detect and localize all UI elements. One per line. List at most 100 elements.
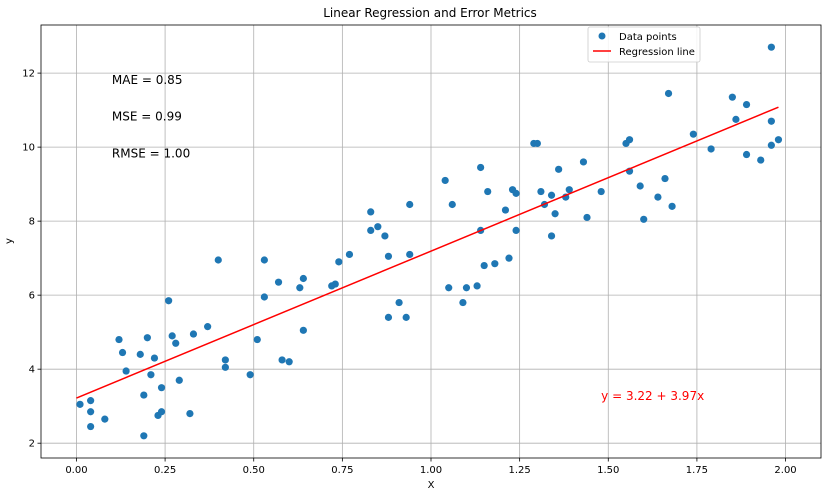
data-point xyxy=(512,226,520,234)
data-point xyxy=(274,278,283,286)
data-point xyxy=(728,93,736,101)
legend-label-regression-line: Regression line xyxy=(619,47,695,58)
data-point xyxy=(512,189,520,197)
data-point xyxy=(381,232,389,240)
data-point xyxy=(285,358,293,366)
data-point xyxy=(175,376,183,384)
data-point xyxy=(189,330,198,338)
annotation-text: MSE = 0.99 xyxy=(112,109,182,123)
data-point xyxy=(732,115,740,123)
data-point xyxy=(367,226,375,234)
data-point xyxy=(757,156,765,164)
data-point xyxy=(147,371,155,379)
x-tick-label: 0.50 xyxy=(243,465,265,476)
annotations: MAE = 0.85 MSE = 0.99 RMSE = 1.00 y = 3.22 … xyxy=(112,73,704,403)
data-point xyxy=(406,250,414,259)
data-point xyxy=(115,335,123,344)
data-point xyxy=(76,400,84,408)
grid-layer xyxy=(41,25,821,458)
x-tick-label: 2.00 xyxy=(774,465,796,476)
data-point xyxy=(214,256,222,264)
data-point xyxy=(462,284,471,292)
data-point xyxy=(473,282,481,290)
data-point xyxy=(625,136,634,144)
data-point xyxy=(204,323,212,331)
data-point xyxy=(480,261,488,270)
data-point xyxy=(774,136,783,144)
data-point xyxy=(140,391,148,399)
data-point xyxy=(668,202,676,210)
data-point xyxy=(87,422,95,431)
x-axis-ticks: 0.00 0.25 0.50 0.75 1.00 1.25 1.50 1.75 2.00 xyxy=(65,458,797,476)
data-point xyxy=(664,89,673,98)
data-point xyxy=(157,384,166,392)
data-point xyxy=(143,334,151,342)
annotation-text: RMSE = 1.00 xyxy=(112,146,190,160)
data-point xyxy=(296,284,304,292)
data-point xyxy=(459,298,467,307)
legend-label-data-points: Data points xyxy=(619,32,677,43)
legend: Data points Regression line xyxy=(587,26,701,63)
data-point xyxy=(246,371,254,379)
data-point xyxy=(172,339,180,347)
data-point xyxy=(140,432,148,440)
data-point xyxy=(402,313,410,321)
data-point xyxy=(331,280,339,288)
data-point xyxy=(122,367,130,375)
data-point xyxy=(565,186,573,194)
data-point xyxy=(555,165,563,173)
data-point xyxy=(136,350,144,358)
data-point xyxy=(742,150,751,159)
data-point xyxy=(661,174,669,183)
legend-box xyxy=(587,26,701,63)
data-point xyxy=(299,274,307,283)
data-point xyxy=(384,252,393,260)
annotation-text: MAE = 0.85 xyxy=(112,73,183,87)
regression-line xyxy=(76,106,779,399)
x-tick-label: 1.25 xyxy=(509,465,531,476)
data-point xyxy=(441,176,449,185)
x-tick-label: 0.75 xyxy=(331,465,353,476)
regression-line-layer xyxy=(76,106,779,399)
data-point xyxy=(640,215,648,223)
y-tick-label: 12 xyxy=(22,69,35,80)
data-point xyxy=(221,363,229,371)
data-point xyxy=(118,348,127,357)
data-point xyxy=(767,117,775,125)
data-point xyxy=(335,258,343,266)
x-tick-label: 0.25 xyxy=(154,465,176,476)
y-axis-ticks: 2 4 6 8 10 12 xyxy=(22,69,41,450)
data-point xyxy=(491,260,499,268)
data-point xyxy=(501,206,510,214)
data-point xyxy=(477,163,485,172)
y-tick-label: 8 xyxy=(29,217,35,228)
data-point xyxy=(101,415,109,423)
y-tick-label: 2 xyxy=(29,439,35,450)
data-point xyxy=(384,313,393,321)
data-point xyxy=(579,158,588,166)
data-point xyxy=(537,187,545,196)
data-point xyxy=(221,356,229,364)
data-point xyxy=(157,408,166,416)
data-point xyxy=(689,130,697,138)
data-point xyxy=(395,298,403,307)
data-point xyxy=(367,208,375,216)
data-point xyxy=(445,284,453,292)
data-point xyxy=(767,141,775,149)
data-point xyxy=(767,43,775,51)
data-point xyxy=(374,223,382,231)
data-point xyxy=(448,200,456,209)
y-tick-label: 10 xyxy=(22,143,35,154)
data-point xyxy=(505,254,513,262)
data-point xyxy=(253,335,261,344)
data-point xyxy=(547,191,556,199)
data-point xyxy=(654,193,662,201)
data-point xyxy=(742,100,751,109)
x-axis-label: X xyxy=(428,480,435,491)
data-point xyxy=(186,409,194,418)
data-point xyxy=(165,297,173,305)
data-point xyxy=(533,139,541,148)
data-point xyxy=(260,293,268,301)
data-point xyxy=(484,187,492,196)
